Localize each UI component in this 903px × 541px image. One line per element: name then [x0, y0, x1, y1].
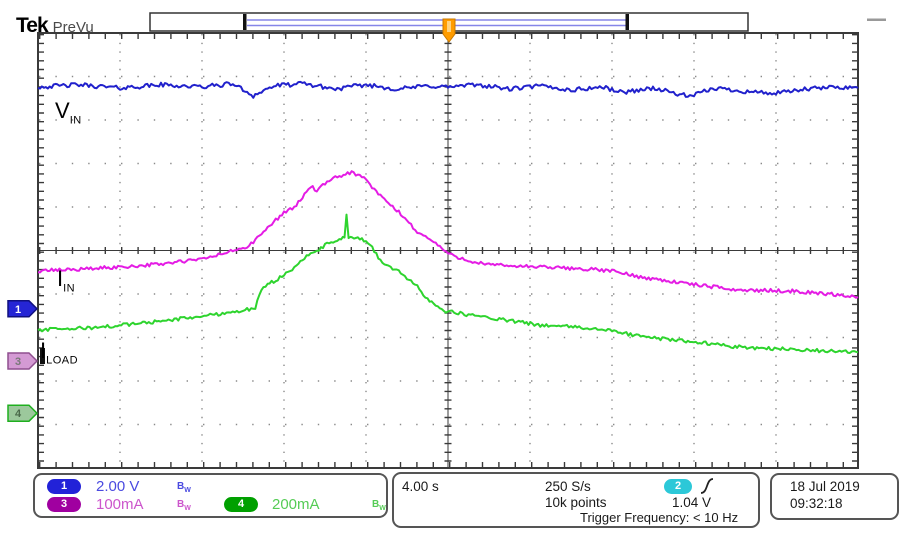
top-right-dash: [867, 18, 886, 21]
label-iin-main: I: [57, 266, 64, 291]
label-iin-sub: IN: [63, 282, 76, 295]
channel-1-bandwidth-icon: BW: [177, 481, 191, 494]
record-view-right-bracket: [625, 14, 629, 30]
brand-logo: Tek: [16, 14, 49, 37]
label-vin-main: V: [55, 98, 70, 123]
bw-w: W: [184, 505, 191, 512]
waveform-ch4-iload: [37, 213, 859, 354]
channel-4-ground-marker: 4: [7, 404, 39, 422]
trigger-frequency-readout: Trigger Frequency: < 10 Hz: [580, 510, 739, 525]
record-view-left-bracket: [243, 14, 247, 30]
channel-1-ground-marker: 1: [7, 300, 39, 318]
channel-3-ground-marker-arrow: [7, 352, 39, 370]
channel-4-scale: 200mA: [272, 496, 320, 513]
sample-rate-readout: 250 S/s: [545, 479, 591, 494]
trigger-source-badge: 2: [664, 479, 692, 494]
channel-4-ground-marker-arrow: [7, 404, 39, 422]
channel-1-scale: 2.00 V: [96, 478, 140, 495]
bw-b: B: [177, 499, 185, 510]
channel-4-badge: 4: [224, 497, 258, 512]
bw-b: B: [177, 481, 185, 492]
datetime-readout-box: 18 Jul 2019 09:32:18: [770, 473, 899, 520]
graticule-grid: [38, 33, 858, 468]
waveform-ch3-iin: [37, 170, 859, 299]
acquisition-mode-label: PreVu: [52, 19, 94, 36]
label-iin: IIN: [57, 266, 75, 294]
trigger-position-marker-slot: [447, 21, 451, 32]
channel-3-ground-marker-number: 3: [15, 356, 21, 368]
bw-w: W: [379, 505, 386, 512]
label-vin: VIN: [55, 98, 82, 126]
channel-1-ground-marker-number: 1: [15, 304, 21, 316]
label-iload-sub: LOAD: [46, 354, 79, 367]
label-iload: ILOAD: [40, 338, 78, 366]
channel-3-badge: 3: [47, 497, 81, 512]
channel-1-ground-marker-arrow: [7, 300, 39, 318]
acquisition-readout-box: 4.00 s 250 S/s 10k points 2 1.04 V Trigg…: [392, 472, 760, 528]
channel-3-bandwidth-icon: BW: [177, 499, 191, 512]
channel-readout-box: 1 2.00 V BW 3 100mA BW 4 200mA BW: [33, 473, 388, 518]
record-view-bar: [149, 12, 749, 43]
timebase-readout: 4.00 s: [402, 479, 439, 494]
channel-4-bandwidth-icon: BW: [372, 499, 386, 512]
channel-4-ground-marker-number: 4: [15, 408, 22, 420]
time-readout: 09:32:18: [790, 496, 843, 511]
label-vin-sub: IN: [69, 114, 82, 127]
scope-brand: Tek PreVu: [16, 14, 94, 38]
waveform-ch1-vin: [37, 80, 859, 99]
channel-3-ground-marker: 3: [7, 352, 39, 370]
record-length-readout: 10k points: [545, 495, 607, 510]
channel-1-badge: 1: [47, 479, 81, 494]
bw-w: W: [184, 487, 191, 494]
level-marker-bar: [40, 348, 45, 364]
date-readout: 18 Jul 2019: [790, 479, 860, 494]
label-iload-main: I: [40, 338, 47, 363]
channel-3-scale: 100mA: [96, 496, 144, 513]
trigger-level-readout: 1.04 V: [672, 495, 712, 510]
trigger-slope-icon: [700, 478, 714, 494]
bw-b: B: [372, 499, 380, 510]
